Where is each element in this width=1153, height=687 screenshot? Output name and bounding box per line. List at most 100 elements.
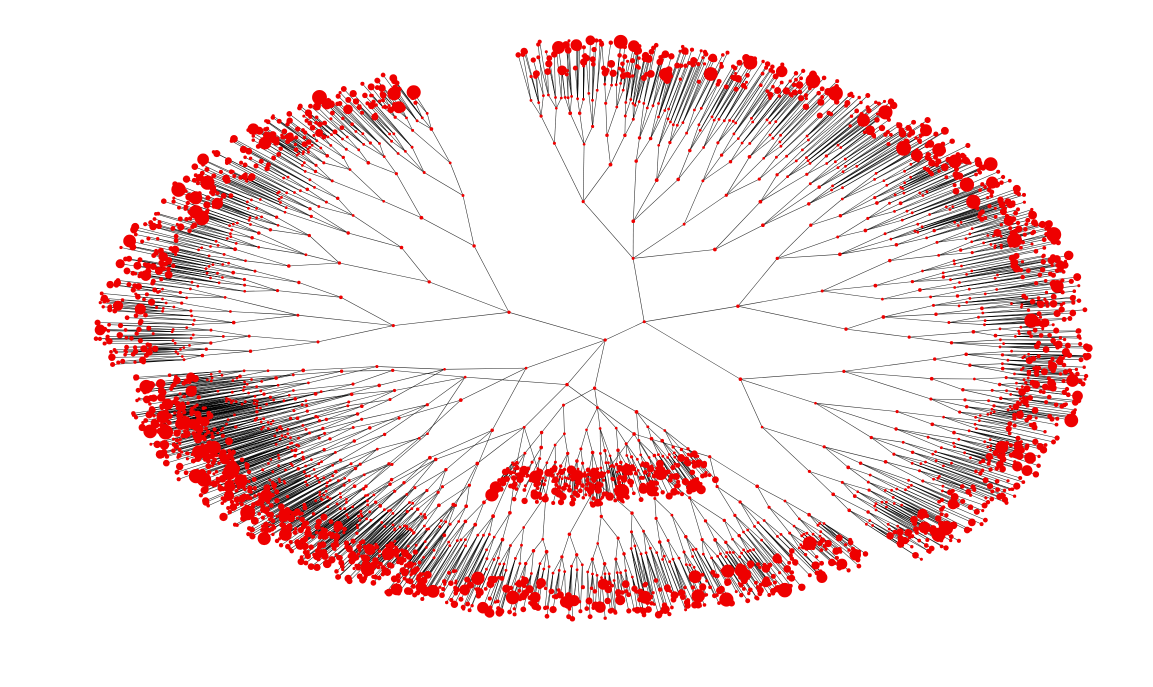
leaf-node (601, 69, 609, 77)
leaf-node (199, 170, 205, 176)
leaf-node (582, 54, 590, 62)
leaf-node (1076, 298, 1082, 303)
leaf-node (170, 226, 176, 231)
tree-edge (908, 480, 971, 508)
tree-edge (172, 329, 212, 332)
tree-edge (639, 107, 648, 138)
tree-edge (658, 79, 668, 118)
tree-edge (966, 350, 1012, 355)
tree-edge (544, 566, 550, 608)
tree-edge (671, 514, 687, 537)
tree-edge (912, 276, 944, 282)
tree-edge (605, 85, 612, 104)
tree-edge (950, 261, 1066, 280)
leaf-node (791, 89, 798, 96)
tree-edge (635, 138, 651, 162)
leaf-node (1078, 336, 1082, 340)
tree-edge (702, 142, 719, 181)
internal-node (247, 206, 250, 210)
leaf-node (529, 74, 533, 79)
leaf-node (883, 132, 888, 137)
tree-edge (806, 115, 852, 158)
tree-edge (935, 308, 982, 315)
leaf-node (1032, 410, 1036, 414)
internal-node (669, 120, 672, 124)
leaf-node (301, 128, 305, 132)
internal-node (249, 223, 252, 226)
leaf-node (1007, 178, 1012, 183)
tree-edge (135, 234, 202, 249)
tree-edge (639, 103, 645, 138)
tree-edge (874, 155, 918, 180)
tree-edge (455, 463, 478, 506)
internal-node (668, 140, 672, 145)
tree-edge (228, 180, 287, 208)
tree-edge (311, 216, 349, 234)
tree-edge (254, 270, 299, 283)
tree-edge (319, 478, 345, 496)
tree-edge (669, 122, 684, 143)
leaf-node (159, 277, 164, 282)
tree-edge (900, 192, 920, 204)
tree-edge (695, 549, 718, 596)
tree-edge (982, 309, 1062, 314)
tree-edge (198, 400, 306, 422)
internal-node (958, 410, 962, 414)
tree-edge (486, 536, 495, 550)
tree-edge (510, 563, 521, 588)
tree-edge (895, 428, 942, 448)
tree-edge (100, 329, 173, 332)
internal-node (993, 333, 998, 338)
leaf-node (989, 189, 995, 195)
tree-edge (346, 500, 368, 515)
leaf-node (564, 47, 572, 54)
tree-edge (330, 145, 344, 158)
internal-node (807, 138, 810, 142)
leaf-node (1074, 367, 1079, 372)
leaf-node (816, 112, 823, 119)
internal-node (921, 269, 924, 273)
tree-edge (726, 158, 764, 196)
internal-node (185, 326, 189, 329)
leaf-node (106, 280, 114, 289)
internal-node (1017, 329, 1021, 333)
tree-edge (721, 133, 735, 156)
tree-edge (250, 481, 306, 514)
internal-node (648, 136, 653, 141)
leaf-node (854, 108, 860, 114)
tree-edge (228, 262, 256, 272)
leaf-node (1061, 316, 1067, 322)
tree-edge (533, 539, 544, 551)
tree-edge (937, 477, 963, 487)
tree-edge (226, 181, 261, 200)
leaf-node (265, 162, 271, 168)
internal-node (330, 179, 334, 183)
tree-edge (135, 226, 211, 247)
tree-edge (705, 520, 716, 541)
tree-edge (278, 154, 306, 172)
leaf-node (1064, 402, 1068, 407)
leaf-node (882, 99, 887, 103)
tree-edge (362, 133, 371, 144)
internal-node (207, 254, 211, 258)
tree-edge (839, 233, 886, 255)
leaf-node (335, 93, 341, 99)
tree-edge (845, 328, 910, 338)
leaf-node (954, 166, 959, 172)
tree-edge (777, 254, 840, 259)
tree-edge (893, 453, 921, 464)
internal-node (190, 314, 194, 318)
leaf-node (819, 86, 825, 92)
tree-edge (309, 235, 340, 264)
tree-edge (469, 430, 493, 486)
leaf-node (157, 220, 162, 225)
tree-edge (796, 95, 868, 162)
leaf-node (828, 86, 843, 101)
tree-edge (670, 61, 696, 123)
internal-node (765, 118, 769, 122)
internal-node (1020, 305, 1023, 309)
internal-node (322, 161, 326, 165)
leaf-node (242, 172, 248, 178)
leaf-node (723, 84, 729, 90)
internal-node (317, 205, 321, 208)
